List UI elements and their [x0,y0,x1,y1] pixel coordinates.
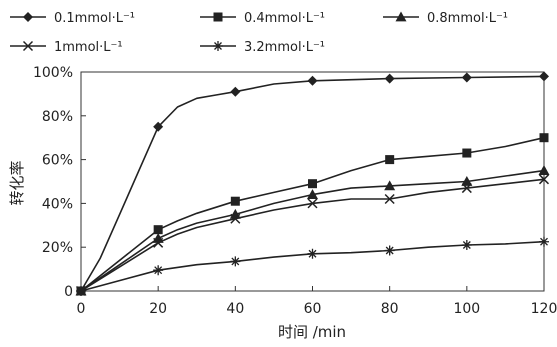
legend-marker [23,12,33,22]
data-point [76,286,86,296]
data-point [153,237,164,248]
data-point [230,196,240,206]
legend-marker [22,40,34,52]
data-point [462,148,472,158]
data-point [461,176,473,186]
data-point [384,180,396,191]
data-point [308,179,317,189]
x-tick-label: 80 [381,301,399,317]
plot-area [75,71,550,297]
data-point [539,71,549,82]
x-tick-label: 100 [453,301,480,317]
data-point [307,75,318,86]
legend-marker [213,12,223,22]
x-tick-label: 120 [531,301,557,317]
legend-entry: 3.2mmol·L⁻¹ [200,40,325,55]
y-tick-label: 20% [42,240,73,256]
legend-label: 0.8mmol·L⁻¹ [427,11,508,26]
data-point [539,133,549,143]
x-tick-label: 60 [304,301,322,317]
data-point [230,86,241,97]
axes: 0 20 40 60 80 100 120 0 20% 40% 60% 80% 100% [33,65,557,317]
data-point [307,189,318,200]
data-point [153,121,164,132]
series-line [80,136,545,292]
legend-label: 3.2mmol·L⁻¹ [244,40,325,55]
legend-label: 1mmol·L⁻¹ [54,40,123,55]
legend-entry: 0.4mmol·L⁻¹ [200,11,325,26]
data-point [384,245,395,256]
x-tick-label: 0 [77,301,86,317]
series-line [80,75,545,292]
series-asterisk [76,236,549,296]
data-point [153,265,164,276]
legend: 0.1mmol·L⁻¹ 0.4mmol·L⁻¹ 0.8mmol·L⁻¹ 1mmol·L… [10,11,508,55]
data-point [461,240,472,251]
legend-marker [213,41,223,51]
data-point [384,193,395,205]
legend-entry: 0.8mmol·L⁻¹ [383,11,508,26]
legend-entry: 1mmol·L⁻¹ [10,40,123,55]
legend-label: 0.1mmol·L⁻¹ [54,11,135,26]
x-axis-label: 时间 /min [278,323,346,341]
data-point [538,174,550,185]
x-tick-label: 20 [149,301,167,317]
data-point [230,256,241,267]
series-square [76,133,549,296]
data-point [307,248,318,259]
data-point [153,225,163,235]
y-tick-label: 100% [33,65,73,81]
series-line [80,240,545,292]
y-axis-label: 转化率 [8,160,26,205]
data-point [307,198,318,209]
legend-marker [395,11,407,22]
x-tick-label: 40 [226,301,244,317]
y-tick-label: 0 [64,284,73,300]
data-point [461,72,472,83]
data-point [385,155,395,165]
y-tick-label: 60% [42,153,73,169]
data-point [538,165,550,175]
data-point [461,183,472,194]
y-tick-label: 40% [42,196,73,212]
legend-entry: 0.1mmol·L⁻¹ [10,11,135,26]
legend-label: 0.4mmol·L⁻¹ [244,11,325,26]
data-point [230,213,241,224]
y-tick-label: 80% [42,109,73,125]
data-point [539,236,549,247]
data-point [384,73,395,84]
